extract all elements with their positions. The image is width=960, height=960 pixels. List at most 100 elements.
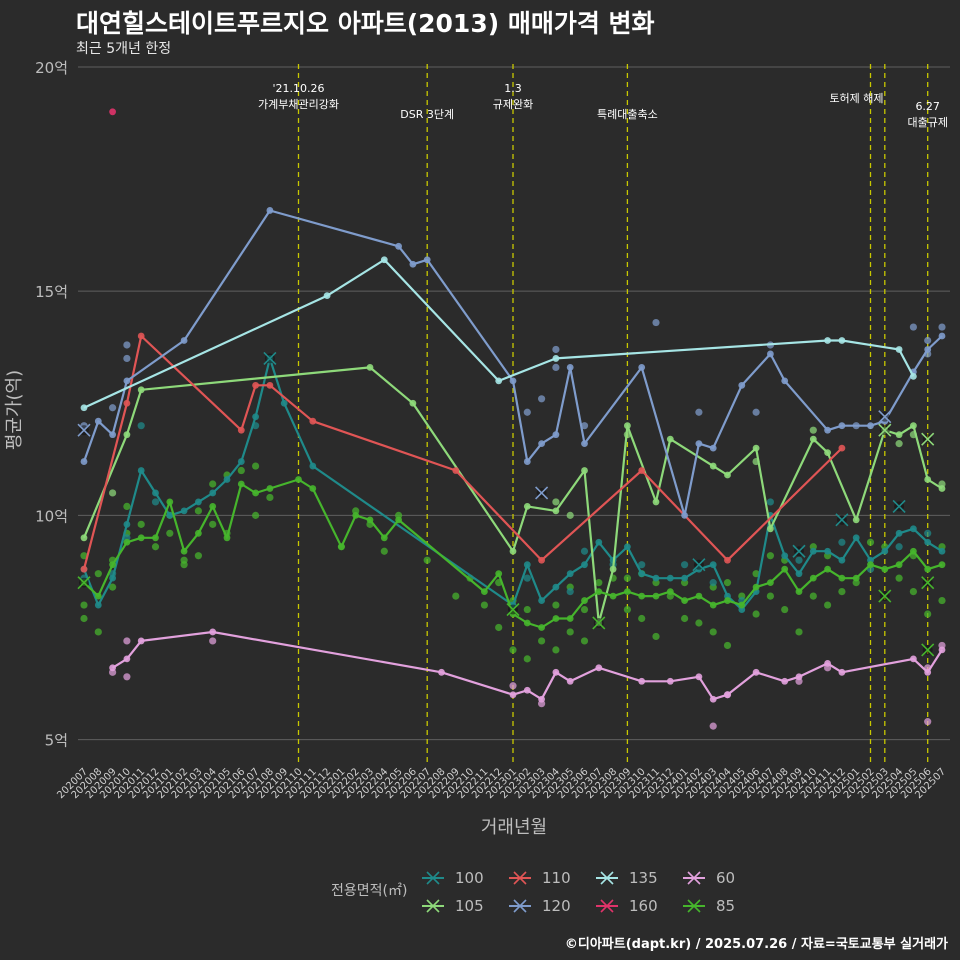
series-line-105 [82,366,943,625]
series-point-110 [638,467,646,474]
series-point-60 [752,668,760,676]
scatter-point [266,493,274,502]
cross-marker-120 [535,486,549,500]
series-point-110 [452,467,460,474]
event-label: 토허제 해제 [829,91,883,105]
series-point-85 [767,579,774,587]
series-point-120 [581,440,588,448]
series-point-120 [180,337,188,344]
scatter-point [509,646,517,654]
cross-marker-100 [263,351,277,365]
legend-label: 105 [455,897,484,915]
cross-marker-mark [835,513,849,527]
scatter-point [523,655,531,663]
series-point-120 [824,426,831,434]
series-point-100 [781,552,789,560]
series-point-85 [638,592,646,600]
series-point-105 [724,471,731,479]
series-point-60 [595,664,603,672]
series-point-100 [252,413,259,421]
series-point-105 [523,503,531,510]
cross-marker-mark [792,544,806,558]
cross-marker-mark [535,486,549,500]
series-point-85 [209,503,217,510]
series-point-85 [252,489,259,497]
scatter-point [194,552,202,560]
scatter-point [209,637,217,645]
series-point-110 [724,556,731,564]
series-point-105 [924,476,932,483]
cross-marker-85 [878,589,892,603]
series-point-85 [738,601,746,609]
cross-marker-mark [692,558,706,572]
series-point-85 [195,529,202,537]
scatter-point [580,547,589,555]
scatter-point [137,422,145,430]
scatter-point [781,605,789,614]
series-point-105 [910,422,917,430]
series-point-105 [852,516,860,524]
scatter-point [681,614,689,623]
series-point-85 [781,565,789,573]
series-point-105 [652,498,660,506]
scatter-point [652,318,660,327]
cross-marker-mark [892,499,906,513]
series-point-60 [924,668,932,676]
scatter-point [709,628,717,636]
legend-cross [513,871,527,885]
series-point-85 [595,588,603,596]
series-point-100 [223,476,231,483]
series-point-120 [681,511,688,519]
cross-marker-100 [692,558,706,572]
series-point-60 [109,664,116,672]
scatter-point [924,529,932,537]
series-point-105 [752,444,760,452]
series-point-85 [695,592,703,600]
scatter-point [523,605,531,614]
scatter-point [452,592,460,600]
series-point-85 [109,561,116,569]
scatter-point [180,561,188,569]
scatter-point [237,466,245,475]
series-point-105 [824,449,831,456]
event-label: 1.3 규제완화 [493,82,533,111]
series-point-85 [338,543,345,551]
series-point-85 [666,588,674,596]
series-point-100 [94,601,102,609]
scatter-point [809,592,817,600]
series-point-105 [624,422,631,430]
series-point-100 [938,547,946,555]
x-axis-title: 거래년월 [481,817,547,838]
scatter-point [123,637,131,645]
cross-marker-mark [921,432,935,446]
scatter-point [638,614,646,623]
series-point-120 [781,377,789,385]
legend-label: 110 [542,869,571,887]
series-point-110 [838,444,846,452]
series-point-100 [137,467,145,474]
series-point-100 [595,538,603,546]
scatter-point [909,323,918,331]
scatter-point [580,422,589,430]
event-label: '21.10.26 가계부채관리강화 [258,82,339,111]
series-point-105 [809,435,817,443]
cross-marker-mark [878,423,892,437]
series-point-60 [781,677,789,685]
scatter-point [252,462,260,470]
scatter-point [552,601,560,609]
series-point-85 [709,601,717,609]
axis-layer: 5억10억15억20억20200720200820200920201020201… [4,59,948,838]
legend-label: 100 [455,869,484,887]
scatter-point [638,561,646,569]
y-tick-label: 10억 [35,507,68,525]
series-point-85 [295,476,302,483]
series-point-85 [838,574,846,582]
scatter-point [909,588,918,596]
series-point-100 [309,462,317,470]
series-point-105 [80,534,88,542]
scatter-point [509,682,517,690]
series-point-120 [109,431,116,439]
series-point-85 [152,534,159,542]
scatter-point [938,323,946,331]
